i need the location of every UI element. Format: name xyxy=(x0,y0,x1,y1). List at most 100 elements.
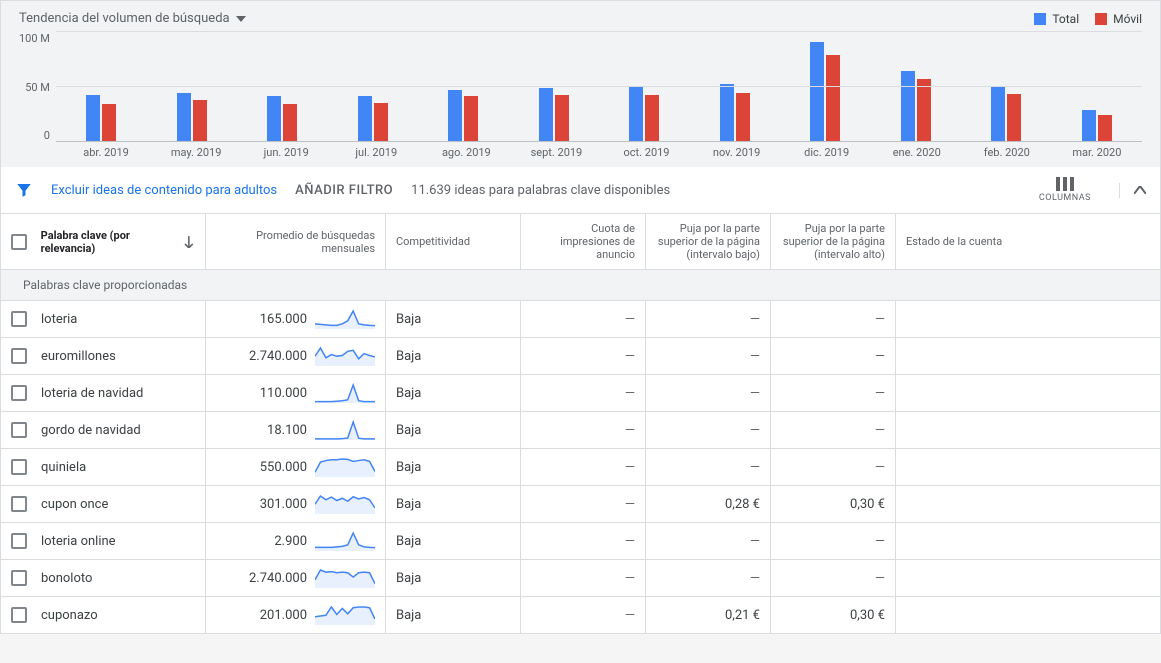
table-row: gordo de navidad 18.100 Baja — — — xyxy=(1,412,1161,449)
row-checkbox[interactable] xyxy=(11,385,27,401)
filter-icon[interactable] xyxy=(15,181,33,199)
col-header-impressions[interactable]: Cuota de impresiones de anuncio xyxy=(521,214,646,270)
bar-movil[interactable] xyxy=(374,103,388,142)
bar-movil[interactable] xyxy=(464,96,478,141)
bar-total[interactable] xyxy=(177,93,191,141)
col-header-status[interactable]: Estado de la cuenta xyxy=(896,214,1161,270)
sparkline xyxy=(315,568,375,588)
bar-group xyxy=(1052,110,1143,141)
bar-total[interactable] xyxy=(267,96,281,141)
searches-value: 165.000 xyxy=(260,312,307,327)
bar-group xyxy=(780,42,871,141)
col-header-searches[interactable]: Promedio de búsquedas mensuales xyxy=(206,214,386,270)
bar-movil[interactable] xyxy=(736,93,750,141)
bar-movil[interactable] xyxy=(645,95,659,141)
chart-title-text: Tendencia del volumen de búsqueda xyxy=(19,11,230,26)
impressions-value: — xyxy=(521,412,646,449)
bar-total[interactable] xyxy=(1082,110,1096,141)
filter-bar: Excluir ideas de contenido para adultos … xyxy=(0,167,1161,214)
sort-down-icon xyxy=(183,236,195,248)
bid-high-value: 0,30 € xyxy=(771,597,896,634)
sparkline xyxy=(315,420,375,440)
col-header-competition[interactable]: Competitividad xyxy=(386,214,521,270)
add-filter-button[interactable]: AÑADIR FILTRO xyxy=(295,183,393,198)
searches-value: 301.000 xyxy=(260,497,307,512)
keyword-text: quiniela xyxy=(41,460,86,475)
impressions-value: — xyxy=(521,560,646,597)
bar-total[interactable] xyxy=(991,86,1005,141)
row-checkbox[interactable] xyxy=(11,496,27,512)
chart-x-axis: abr. 2019may. 2019jun. 2019jul. 2019ago.… xyxy=(61,142,1142,159)
legend-item[interactable]: Móvil xyxy=(1095,12,1142,26)
exclude-adult-link[interactable]: Excluir ideas de contenido para adultos xyxy=(51,183,277,198)
bid-high-value: — xyxy=(771,338,896,375)
row-checkbox[interactable] xyxy=(11,533,27,549)
bar-total[interactable] xyxy=(629,87,643,141)
gridline xyxy=(56,86,1142,87)
bid-low-value: — xyxy=(646,301,771,338)
legend-item[interactable]: Total xyxy=(1034,12,1079,26)
col-header-keyword[interactable]: Palabra clave (por relevancia) xyxy=(1,214,206,270)
status-value xyxy=(896,338,1161,375)
bar-total[interactable] xyxy=(539,88,553,141)
bar-movil[interactable] xyxy=(102,104,116,141)
sparkline xyxy=(315,605,375,625)
competition-value: Baja xyxy=(386,486,521,523)
col-header-bid-low[interactable]: Puja por la parte superior de la página … xyxy=(646,214,771,270)
row-checkbox[interactable] xyxy=(11,570,27,586)
bar-movil[interactable] xyxy=(1007,94,1021,141)
status-value xyxy=(896,449,1161,486)
table-row: euromillones 2.740.000 Baja — — — xyxy=(1,338,1161,375)
chart-title-dropdown[interactable]: Tendencia del volumen de búsqueda xyxy=(19,11,246,26)
bid-low-value: 0,21 € xyxy=(646,597,771,634)
x-tick-label: mar. 2020 xyxy=(1052,146,1142,159)
row-checkbox[interactable] xyxy=(11,607,27,623)
chart-plot-area xyxy=(56,32,1142,142)
row-checkbox[interactable] xyxy=(11,311,27,327)
columns-button[interactable]: COLUMNAS xyxy=(1033,177,1097,203)
bar-movil[interactable] xyxy=(1098,115,1112,141)
status-value xyxy=(896,301,1161,338)
collapse-panel-button[interactable] xyxy=(1119,183,1146,198)
legend-swatch xyxy=(1095,13,1107,25)
row-checkbox[interactable] xyxy=(11,422,27,438)
searches-value: 550.000 xyxy=(260,460,307,475)
impressions-value: — xyxy=(521,449,646,486)
bar-total[interactable] xyxy=(86,95,100,141)
x-tick-label: may. 2019 xyxy=(151,146,241,159)
row-checkbox[interactable] xyxy=(11,459,27,475)
select-all-checkbox[interactable] xyxy=(11,234,27,250)
bar-movil[interactable] xyxy=(826,55,840,141)
impressions-value: — xyxy=(521,486,646,523)
bar-total[interactable] xyxy=(810,42,824,141)
x-tick-label: nov. 2019 xyxy=(692,146,782,159)
ideas-count-text: 11.639 ideas para palabras clave disponi… xyxy=(411,183,670,198)
x-tick-label: ago. 2019 xyxy=(421,146,511,159)
col-header-bid-high[interactable]: Puja por la parte superior de la página … xyxy=(771,214,896,270)
bar-movil[interactable] xyxy=(555,95,569,141)
competition-value: Baja xyxy=(386,301,521,338)
competition-value: Baja xyxy=(386,597,521,634)
bar-total[interactable] xyxy=(448,90,462,141)
bar-total[interactable] xyxy=(901,71,915,141)
sparkline xyxy=(315,457,375,477)
status-value xyxy=(896,597,1161,634)
gridline xyxy=(56,31,1142,32)
chart-legend: Total Móvil xyxy=(1034,12,1142,26)
sparkline xyxy=(315,494,375,514)
row-checkbox[interactable] xyxy=(11,348,27,364)
bar-total[interactable] xyxy=(720,84,734,141)
keyword-text: gordo de navidad xyxy=(41,423,141,438)
legend-label: Total xyxy=(1052,12,1079,26)
table-row: bonoloto 2.740.000 Baja — — — xyxy=(1,560,1161,597)
bar-total[interactable] xyxy=(358,96,372,141)
legend-label: Móvil xyxy=(1113,12,1142,26)
bar-movil[interactable] xyxy=(917,79,931,141)
bar-group xyxy=(56,95,147,141)
searches-value: 18.100 xyxy=(267,423,307,438)
bar-movil[interactable] xyxy=(283,104,297,141)
table-row: loteria de navidad 110.000 Baja — — — xyxy=(1,375,1161,412)
sparkline xyxy=(315,309,375,329)
keyword-ideas-table: Palabra clave (por relevancia) Promedio … xyxy=(0,214,1161,634)
bar-movil[interactable] xyxy=(193,100,207,141)
